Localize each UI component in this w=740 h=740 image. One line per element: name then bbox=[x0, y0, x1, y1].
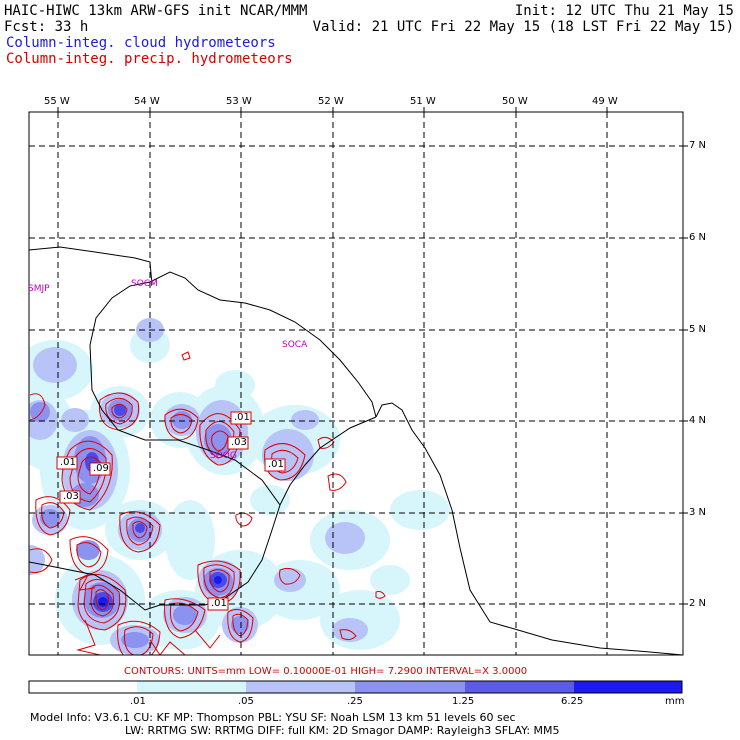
lat-label: 7 N bbox=[689, 140, 707, 151]
precip-contours bbox=[29, 351, 386, 655]
lon-label: 54 W bbox=[134, 96, 160, 107]
colorbar bbox=[28, 680, 683, 694]
contour-label: .03 bbox=[63, 491, 79, 502]
lon-label: 52 W bbox=[318, 96, 344, 107]
lon-label: 55 W bbox=[44, 96, 70, 107]
contour-label: .01 bbox=[268, 459, 284, 470]
colorbar-tick: 6.25 bbox=[561, 696, 584, 707]
colorbar-tick: 1.25 bbox=[452, 696, 475, 707]
latlon-grid bbox=[29, 112, 683, 655]
header-init-time: Init: 12 UTC Thu 21 May 15 bbox=[514, 3, 734, 19]
region-label-soog: SOOG bbox=[210, 451, 237, 461]
lat-label: 2 N bbox=[689, 598, 707, 609]
region-label-socm: SOCM bbox=[131, 279, 158, 289]
contour-label: .01 bbox=[234, 412, 250, 423]
lon-label: 50 W bbox=[502, 96, 528, 107]
lon-label: 49 W bbox=[592, 96, 618, 107]
model-info-line2: LW: RRTMG SW: RRTMG DIFF: full KM: 2D Sm… bbox=[125, 724, 560, 737]
contour-label-boxes bbox=[56, 411, 286, 611]
field-precip-label: Column-integ. precip. hydrometeors bbox=[6, 51, 293, 67]
lon-label: 53 W bbox=[226, 96, 252, 107]
header-valid-time: Valid: 21 UTC Fri 22 May 15 (18 LST Fri … bbox=[312, 19, 734, 35]
lon-label: 51 W bbox=[410, 96, 436, 107]
contour-label: .01 bbox=[60, 457, 76, 468]
header-forecast-hour: Fcst: 33 h bbox=[4, 19, 89, 35]
colorbar-tick: .25 bbox=[347, 696, 363, 707]
frame-ticks bbox=[57, 107, 688, 605]
model-info-line1: Model Info: V3.6.1 CU: KF MP: Thompson P… bbox=[30, 711, 516, 724]
region-label-smjp: SMJP bbox=[28, 284, 50, 294]
colorbar-unit: mm bbox=[665, 696, 685, 707]
contour-label: .09 bbox=[93, 463, 109, 474]
header-title: HAIC-HIWC 13km ARW-GFS init NCAR/MMM bbox=[4, 3, 308, 19]
colorbar-tick: .01 bbox=[130, 696, 146, 707]
lat-label: 6 N bbox=[689, 232, 707, 243]
lat-label: 3 N bbox=[689, 507, 707, 518]
lat-label: 4 N bbox=[689, 415, 707, 426]
region-label-soca: SOCA bbox=[282, 340, 308, 350]
field-cloud-label: Column-integ. cloud hydrometeors bbox=[6, 35, 276, 51]
contours-info: CONTOURS: UNITS=mm LOW= 0.10000E-01 HIGH… bbox=[124, 666, 528, 677]
colorbar-tick: .05 bbox=[238, 696, 254, 707]
contour-label: .03 bbox=[231, 437, 247, 448]
contour-label: .01 bbox=[211, 598, 227, 609]
lat-label: 5 N bbox=[689, 324, 707, 335]
map-frame bbox=[28, 111, 684, 656]
